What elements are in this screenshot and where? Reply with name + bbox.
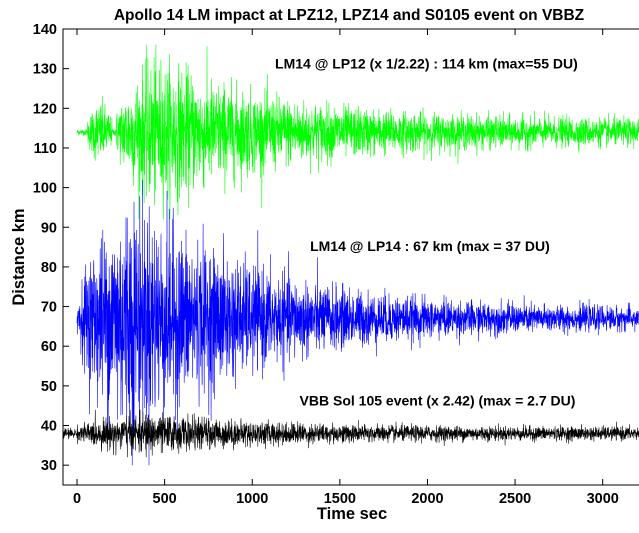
y-tick-label: 70 [41,300,57,316]
y-tick-label: 50 [41,379,57,395]
y-tick-label: 120 [33,101,57,117]
x-tick-label: 2000 [411,491,443,507]
traces-group [62,44,639,466]
trace-1 [76,179,639,466]
y-tick-label: 80 [41,260,57,276]
y-tick-label: 110 [34,141,57,157]
chart-title: Apollo 14 LM impact at LPZ12, LPZ14 and … [114,7,585,24]
x-tick-label: 0 [73,491,81,507]
y-tick-label: 40 [41,419,57,435]
x-tick-label: 500 [153,491,177,507]
y-tick-label: 90 [41,220,57,236]
x-tick-label: 1000 [236,491,268,507]
trace-2 [62,409,639,458]
y-tick-label: 100 [33,181,57,197]
x-tick-label: 2500 [499,491,531,507]
annotation-2: VBB Sol 105 event (x 2.42) (max = 2.7 DU… [300,393,576,409]
annotation-1: LM14 @ LP14 : 67 km (max = 37 DU) [310,238,550,254]
plot-area-frame [62,28,639,486]
x-tick-label: 1500 [324,491,356,507]
y-tick-label: 130 [33,62,57,78]
x-tick-label: 3000 [587,491,619,507]
y-axis-label: Distance km [10,208,28,305]
y-axis-ticks: 30 40 50 60 70 80 90 100 110 120 130 140 [33,22,69,474]
y-tick-label: 60 [41,339,57,355]
annotations-group: LM14 @ LP12 (x 1/2.22) : 114 km (max=55 … [275,56,578,409]
x-axis-label: Time sec [317,505,387,523]
x-axis-ticks: 0 500 1000 1500 2000 2500 3000 [73,29,619,507]
y-tick-label: 30 [41,458,57,474]
y-tick-label: 140 [33,22,57,38]
trace-0 [76,44,639,220]
annotation-0: LM14 @ LP12 (x 1/2.22) : 114 km (max=55 … [275,56,578,72]
